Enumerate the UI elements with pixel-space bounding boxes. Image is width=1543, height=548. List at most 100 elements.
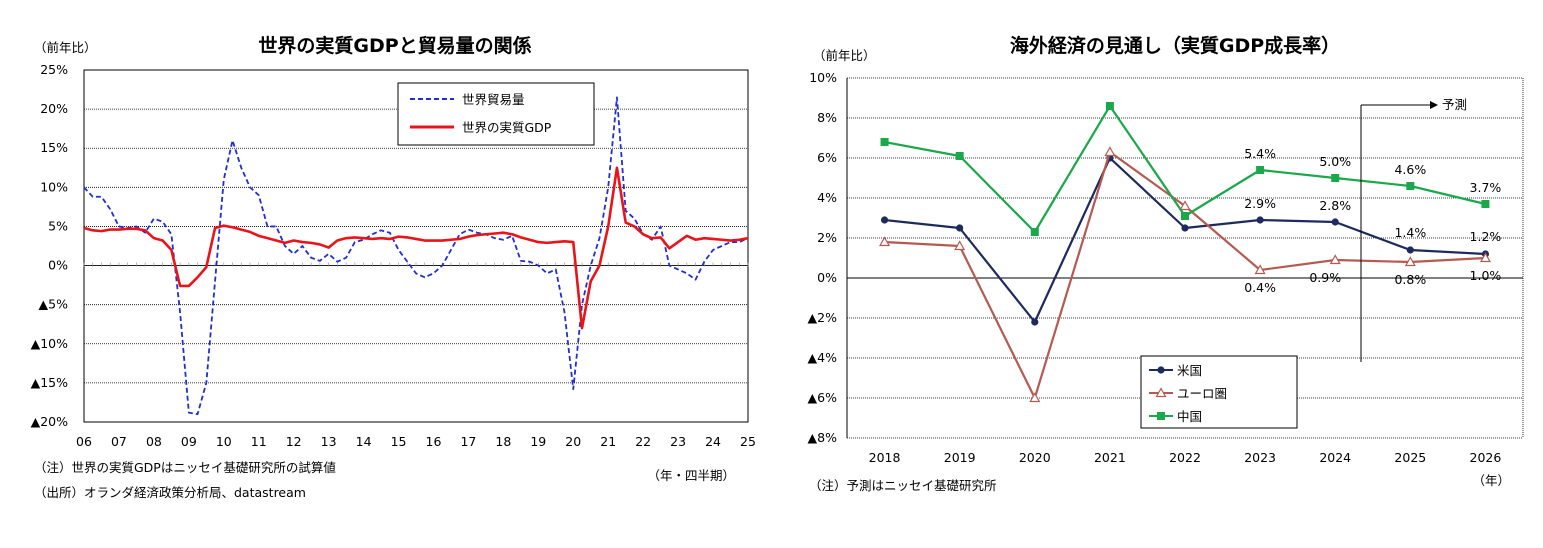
series-line-us bbox=[884, 156, 1486, 324]
x-tick-label: 2018 bbox=[869, 450, 901, 465]
x-tick-label: 25 bbox=[740, 434, 756, 449]
data-label-us: 1.4% bbox=[1394, 225, 1426, 240]
y-tick-label: 15% bbox=[40, 140, 68, 155]
y-tick-label: 10% bbox=[809, 70, 837, 85]
legend-marker-euro bbox=[1155, 387, 1167, 398]
x-tick-label: 21 bbox=[600, 434, 616, 449]
x-tick-label: 23 bbox=[670, 434, 686, 449]
data-point-euro bbox=[1104, 146, 1116, 157]
y-tick-label: ▲2% bbox=[808, 310, 838, 325]
data-point-china bbox=[880, 138, 889, 146]
y-tick-label: ▲10% bbox=[31, 336, 69, 351]
data-label-china: 4.6% bbox=[1394, 162, 1426, 177]
x-tick-label: 2019 bbox=[944, 450, 976, 465]
legend: 世界貿易量 世界の実質GDP bbox=[397, 82, 595, 146]
plot-area: 10% 8% 6% 4% 2% 0% ▲2% ▲4% ▲6% ▲8% 2018 2019 2020 202… bbox=[808, 70, 1524, 465]
forecast-arrow-head bbox=[1430, 101, 1438, 109]
data-label-us: 1.2% bbox=[1470, 229, 1502, 244]
data-point-euro bbox=[1329, 254, 1341, 265]
legend-box bbox=[397, 82, 595, 146]
data-point-china bbox=[1030, 228, 1039, 236]
data-label-euro: 0.9% bbox=[1309, 270, 1341, 285]
x-tick-label: 2021 bbox=[1094, 450, 1126, 465]
x-tick-label: 20 bbox=[565, 434, 581, 449]
x-tick-label: 16 bbox=[426, 434, 442, 449]
data-point-euro bbox=[1254, 264, 1266, 275]
y-tick-label: ▲15% bbox=[31, 375, 69, 390]
data-point-us bbox=[1406, 246, 1414, 254]
y-tick-label: 0% bbox=[48, 258, 68, 273]
forecast-marker: 予測 bbox=[1360, 97, 1467, 362]
forecast-label: 予測 bbox=[1442, 97, 1467, 112]
legend-label-trade: 世界貿易量 bbox=[462, 92, 525, 107]
y-tick-label: 20% bbox=[40, 101, 68, 116]
data-point-china bbox=[955, 152, 964, 160]
note-line-1: （注）予測はニッセイ基礎研究所 bbox=[809, 478, 997, 493]
y-tick-label: 8% bbox=[817, 110, 837, 125]
x-tick-label: 10 bbox=[216, 434, 232, 449]
legend-label-us: 米国 bbox=[1177, 363, 1202, 378]
data-point-us bbox=[1256, 216, 1264, 224]
series-line-gdp bbox=[83, 166, 749, 330]
x-tick-label: 09 bbox=[181, 434, 197, 449]
left-chart-panel: 世界の実質GDPと貿易量の関係 （前年比） （年・四半期） （注）世界の実質GD… bbox=[0, 0, 770, 548]
legend-label-euro: ユーロ圏 bbox=[1177, 386, 1227, 401]
y-tick-label: 5% bbox=[48, 218, 68, 233]
y-tick-label: 25% bbox=[40, 62, 68, 77]
x-tick-label: 07 bbox=[111, 434, 127, 449]
x-tick-label: 2020 bbox=[1019, 450, 1051, 465]
data-point-euro bbox=[954, 240, 966, 251]
x-tick-label: 11 bbox=[251, 434, 267, 449]
data-point-us bbox=[1331, 218, 1339, 226]
x-tick-label: 08 bbox=[146, 434, 162, 449]
plot-area: 25% 20% 15% 10% 5% 0% ▲5% ▲10% ▲15% ▲20% 06 07 08 09 1… bbox=[31, 62, 756, 449]
x-tick-label: 24 bbox=[705, 434, 721, 449]
chart-title: 世界の実質GDPと貿易量の関係 bbox=[258, 34, 531, 57]
legend-label-gdp: 世界の実質GDP bbox=[462, 120, 552, 135]
x-tick-label: 14 bbox=[356, 434, 372, 449]
y-tick-label: 10% bbox=[40, 179, 68, 194]
data-label-euro: 0.4% bbox=[1244, 280, 1276, 295]
x-axis-label: （年） bbox=[1472, 473, 1510, 488]
y-tick-label: 0% bbox=[817, 270, 837, 285]
data-label-china: 5.4% bbox=[1244, 146, 1276, 161]
chart-title: 海外経済の見通し（実質GDP成長率） bbox=[1010, 34, 1340, 57]
x-tick-label: 13 bbox=[321, 434, 337, 449]
data-point-euro bbox=[1179, 200, 1191, 211]
x-tick-label: 2023 bbox=[1244, 450, 1276, 465]
gdp-forecast-chart: 海外経済の見通し（実質GDP成長率） （前年比） （年） （注）予測はニッセイ基… bbox=[808, 34, 1524, 493]
right-chart-panel: 海外経済の見通し（実質GDP成長率） （前年比） （年） （注）予測はニッセイ基… bbox=[775, 0, 1543, 548]
x-tick-label: 18 bbox=[495, 434, 511, 449]
y-tick-label: ▲8% bbox=[808, 430, 838, 445]
data-point-euro bbox=[1479, 252, 1491, 263]
y-tick-label: 2% bbox=[817, 230, 837, 245]
legend-marker-china bbox=[1157, 412, 1165, 420]
data-label-euro: 1.0% bbox=[1470, 268, 1502, 283]
data-label-us: 2.8% bbox=[1319, 198, 1351, 213]
x-tick-label: 2024 bbox=[1319, 450, 1351, 465]
x-tick-label: 17 bbox=[460, 434, 476, 449]
x-tick-label: 2022 bbox=[1169, 450, 1201, 465]
x-tick-label: 06 bbox=[76, 434, 92, 449]
series-line-trade bbox=[83, 96, 749, 416]
note-line-2: （出所）オランダ経済政策分析局、datastream bbox=[34, 485, 306, 500]
y-axis-label: （前年比） bbox=[813, 48, 876, 63]
y-tick-label: ▲4% bbox=[808, 350, 838, 365]
data-label-us: 2.9% bbox=[1244, 196, 1276, 211]
y-tick-label: ▲20% bbox=[31, 414, 69, 429]
legend-label-china: 中国 bbox=[1177, 409, 1202, 424]
x-axis-label: （年・四半期） bbox=[647, 468, 735, 483]
data-label-euro: 0.8% bbox=[1394, 272, 1426, 287]
y-tick-label: 4% bbox=[817, 190, 837, 205]
data-point-china bbox=[1256, 166, 1265, 174]
y-axis-label: （前年比） bbox=[34, 40, 97, 55]
data-point-euro bbox=[1404, 256, 1416, 267]
x-tick-label: 19 bbox=[530, 434, 546, 449]
legend-marker-us bbox=[1157, 366, 1165, 374]
data-point-china bbox=[1406, 182, 1415, 190]
data-point-china bbox=[1481, 200, 1490, 208]
data-point-us bbox=[1181, 224, 1189, 232]
data-point-euro bbox=[1029, 392, 1041, 403]
data-point-china bbox=[1105, 102, 1114, 110]
